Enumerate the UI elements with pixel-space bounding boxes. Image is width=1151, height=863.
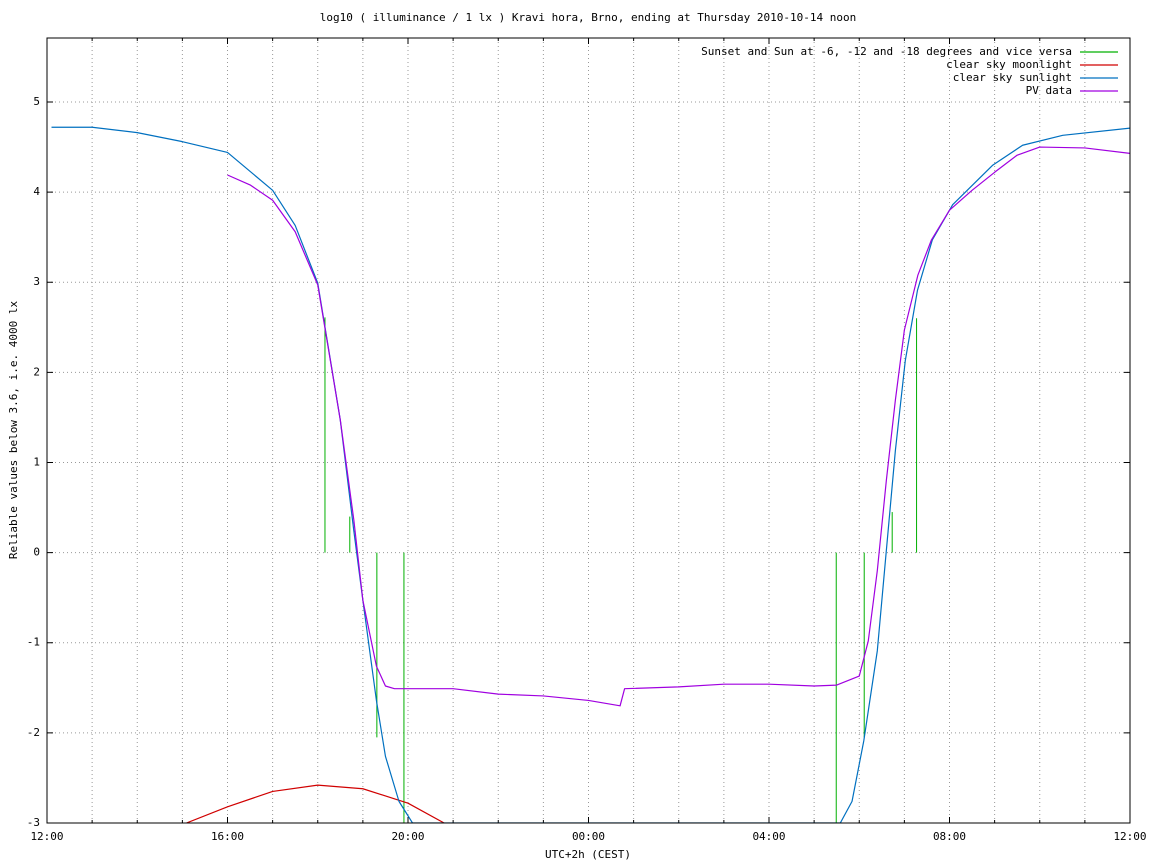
y-tick-label: 4 — [33, 185, 40, 198]
legend-label: clear sky moonlight — [946, 58, 1072, 71]
y-tick-label: 1 — [33, 455, 40, 468]
y-tick-label: -2 — [27, 726, 40, 739]
legend-label: clear sky sunlight — [953, 71, 1072, 84]
series-line — [227, 146, 1130, 707]
x-tick-label: 00:00 — [572, 830, 605, 843]
x-axis-label: UTC+2h (CEST) — [545, 848, 631, 861]
chart-title: log10 ( illuminance / 1 lx ) Kravi hora,… — [320, 11, 856, 24]
y-tick-label: 5 — [33, 95, 40, 108]
y-axis-label: Reliable values below 3.6, i.e. 4000 lx — [7, 300, 20, 559]
plot-frame — [46, 37, 1131, 824]
series-line — [186, 784, 445, 823]
x-tick-label: 12:00 — [1113, 830, 1146, 843]
legend-label: Sunset and Sun at -6, -12 and -18 degree… — [701, 45, 1072, 58]
series-line — [51, 126, 1130, 823]
y-tick-label: 3 — [33, 275, 40, 288]
grid — [46, 38, 1131, 824]
y-tick-label: -1 — [27, 636, 40, 649]
y-tick-label: 2 — [33, 365, 40, 378]
legend-label: PV data — [1026, 84, 1072, 97]
x-tick-label: 04:00 — [752, 830, 785, 843]
x-tick-label: 12:00 — [30, 830, 63, 843]
plot-area — [51, 126, 1130, 823]
y-tick-label: 0 — [33, 546, 40, 559]
legend: Sunset and Sun at -6, -12 and -18 degree… — [701, 45, 1118, 97]
y-tick-label: -3 — [27, 816, 40, 829]
x-tick-label: 16:00 — [211, 830, 244, 843]
x-tick-label: 20:00 — [391, 830, 424, 843]
x-tick-label: 08:00 — [933, 830, 966, 843]
